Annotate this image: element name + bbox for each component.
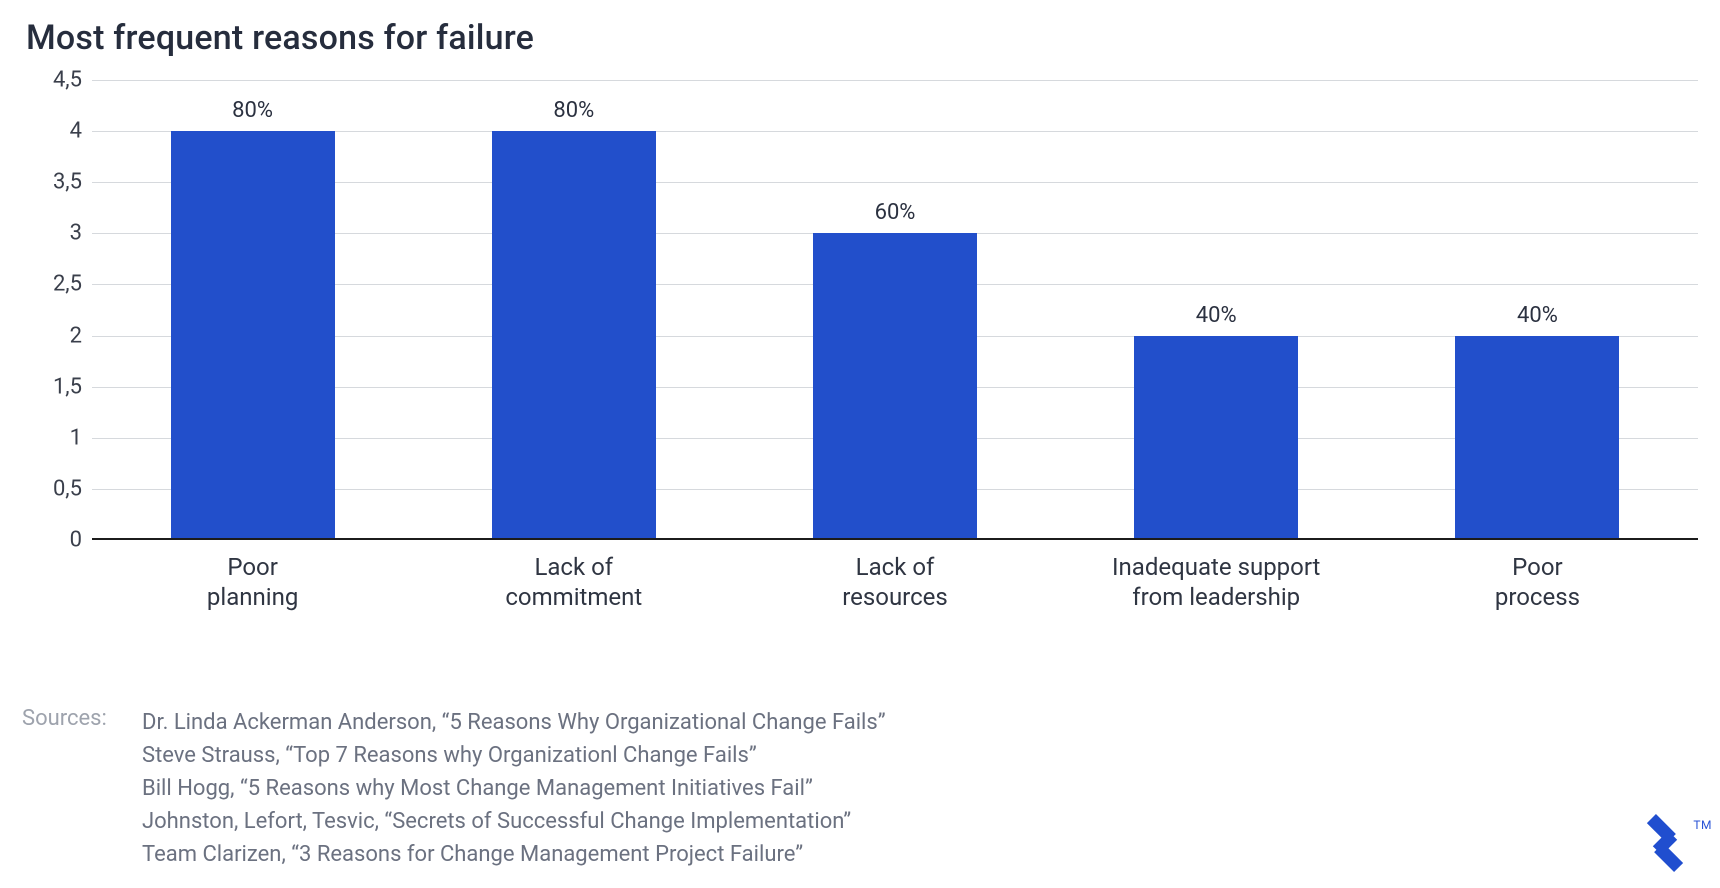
bar-chart: 00,511,522,533,544,5 80%80%60%40%40% Poo…: [22, 80, 1698, 628]
bar: [1134, 336, 1298, 540]
y-tick-label: 3: [22, 221, 82, 246]
sources-label: Sources:: [22, 706, 118, 871]
bar: [171, 131, 335, 540]
plot-area: 80% 80% 60% 40% 40%: [92, 80, 1698, 540]
x-tick-label: Inadequate support from leadership: [1056, 552, 1377, 612]
bar: [492, 131, 656, 540]
bar-value-label: 40%: [1196, 303, 1237, 328]
bar-slot: 40%: [1377, 80, 1698, 540]
trademark-text: TM: [1693, 818, 1712, 832]
y-tick-label: 2,5: [22, 272, 82, 297]
y-tick-label: 4,5: [22, 68, 82, 93]
x-tick-label: Poor process: [1377, 552, 1698, 612]
bar-value-label: 80%: [232, 98, 273, 123]
y-tick-label: 0: [22, 528, 82, 553]
source-line: Steve Strauss, “Top 7 Reasons why Organi…: [142, 739, 886, 772]
bar-slot: 80%: [92, 80, 413, 540]
bar: [813, 233, 977, 540]
bar-value-label: 60%: [875, 200, 916, 225]
source-line: Bill Hogg, “5 Reasons why Most Change Ma…: [142, 772, 886, 805]
y-tick-label: 1: [22, 425, 82, 450]
bar-slot: 80%: [413, 80, 734, 540]
toptal-logo-icon: [1636, 814, 1694, 872]
source-line: Dr. Linda Ackerman Anderson, “5 Reasons …: [142, 706, 886, 739]
source-line: Johnston, Lefort, Tesvic, “Secrets of Su…: [142, 805, 886, 838]
bar-value-label: 40%: [1517, 303, 1558, 328]
bar-slot: 40%: [1056, 80, 1377, 540]
y-tick-label: 4: [22, 119, 82, 144]
x-axis-labels: Poor planningLack of commitmentLack of r…: [92, 552, 1698, 612]
bars-container: 80% 80% 60% 40% 40%: [92, 80, 1698, 540]
x-tick-label: Poor planning: [92, 552, 413, 612]
bar-value-label: 80%: [553, 98, 594, 123]
source-line: Team Clarizen, “3 Reasons for Change Man…: [142, 838, 886, 871]
sources-block: Sources: Dr. Linda Ackerman Anderson, “5…: [22, 706, 886, 871]
y-tick-label: 0,5: [22, 476, 82, 501]
y-tick-label: 1,5: [22, 374, 82, 399]
bar: [1455, 336, 1619, 540]
x-tick-label: Lack of commitment: [413, 552, 734, 612]
x-axis-line: [92, 538, 1698, 540]
page: Most frequent reasons for failure 0 0,5 1 1…: [0, 0, 1720, 888]
bar-slot: 60%: [734, 80, 1055, 540]
chart-title: Most frequent reasons for failure: [26, 18, 1698, 58]
x-tick-label: Lack of resources: [734, 552, 1055, 612]
y-tick-label: 3,5: [22, 170, 82, 195]
y-tick-label: 2: [22, 323, 82, 348]
sources-list: Dr. Linda Ackerman Anderson, “5 Reasons …: [142, 706, 886, 871]
